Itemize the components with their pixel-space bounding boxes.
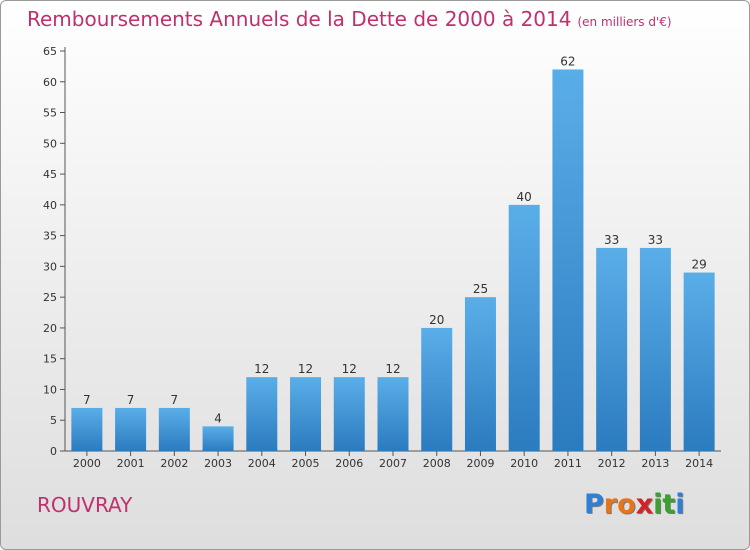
- bar-2007: [377, 377, 409, 451]
- bar-2003: [202, 426, 234, 451]
- data-label-2013: 33: [648, 233, 663, 247]
- bar-2000: [71, 407, 103, 451]
- commune-name: ROUVRAY: [37, 493, 133, 517]
- bar-2008: [421, 327, 453, 451]
- data-label-2006: 12: [342, 362, 357, 376]
- chart-title: Remboursements Annuels de la Dette de 20…: [27, 7, 672, 31]
- x-tick-label: 2001: [117, 457, 145, 470]
- y-tick-label: 45: [43, 168, 57, 181]
- x-tick-label: 2003: [204, 457, 232, 470]
- y-tick-label: 10: [43, 383, 57, 396]
- data-label-2012: 33: [604, 233, 619, 247]
- bar-2010: [508, 204, 540, 451]
- bar-2004: [246, 377, 278, 451]
- x-tick-label: 2007: [379, 457, 407, 470]
- y-tick-label: 0: [50, 445, 57, 458]
- chart-title-text: Remboursements Annuels de la Dette de 20…: [27, 7, 572, 31]
- bar-2002: [158, 407, 190, 451]
- x-tick-label: 2014: [685, 457, 713, 470]
- bar-2013: [639, 247, 671, 451]
- proxiti-logo: Proxiti: [584, 489, 685, 520]
- x-tick-label: 2004: [248, 457, 276, 470]
- data-label-2007: 12: [385, 362, 400, 376]
- x-tick-label: 2006: [335, 457, 363, 470]
- x-tick-label: 2013: [641, 457, 669, 470]
- bar-2001: [115, 407, 147, 451]
- x-tick-label: 2012: [598, 457, 626, 470]
- data-labels: 7 7 7 4 12 12 12 12 20 25 40 62 33 33 29: [83, 54, 707, 425]
- data-label-2010: 40: [517, 190, 532, 204]
- y-tick-label: 30: [43, 260, 57, 273]
- logo-letter: i: [675, 489, 685, 520]
- bar-2009: [464, 297, 496, 451]
- x-axis: 2000 2001 2002 2003 2004 2005 2006 2007 2008 2009…: [65, 450, 721, 470]
- y-tick-label: 55: [43, 107, 57, 120]
- x-tick-label: 2008: [423, 457, 451, 470]
- x-tick-label: 2009: [466, 457, 494, 470]
- bar-2012: [596, 247, 628, 451]
- logo-letter: o: [617, 489, 636, 520]
- bar-2006: [333, 377, 365, 451]
- x-tick-label: 2011: [554, 457, 582, 470]
- x-tick-label: 2002: [160, 457, 188, 470]
- logo-letter: i: [653, 489, 663, 520]
- data-label-2014: 29: [691, 258, 706, 272]
- bar-2014: [683, 272, 715, 451]
- data-label-2011: 62: [560, 54, 575, 68]
- logo-letter: P: [584, 489, 604, 520]
- data-label-2008: 20: [429, 313, 444, 327]
- data-label-2000: 7: [83, 393, 91, 407]
- logo-letter: t: [662, 489, 676, 520]
- logo-letter: x: [635, 489, 654, 520]
- data-label-2009: 25: [473, 282, 488, 296]
- y-tick-label: 40: [43, 199, 57, 212]
- y-axis: 0 5 10 15 20 25 30 35 40 45 50 55 60 65: [43, 45, 66, 458]
- bar-2005: [290, 377, 322, 451]
- chart-unit: (en milliers d'€): [577, 15, 672, 29]
- y-tick-label: 15: [43, 353, 57, 366]
- y-tick-label: 60: [43, 76, 57, 89]
- y-tick-label: 50: [43, 137, 57, 150]
- x-tick-label: 2005: [292, 457, 320, 470]
- data-label-2001: 7: [127, 393, 135, 407]
- bars: [71, 69, 715, 451]
- bar-2011: [552, 69, 584, 451]
- y-tick-label: 65: [43, 45, 57, 58]
- y-tick-label: 25: [43, 291, 57, 304]
- logo-letter: r: [603, 489, 618, 520]
- y-tick-label: 5: [50, 414, 57, 427]
- data-label-2004: 12: [254, 362, 269, 376]
- y-tick-label: 20: [43, 322, 57, 335]
- y-tick-label: 35: [43, 230, 57, 243]
- x-tick-label: 2000: [73, 457, 101, 470]
- data-label-2003: 4: [214, 411, 222, 425]
- data-label-2005: 12: [298, 362, 313, 376]
- data-label-2002: 7: [171, 393, 179, 407]
- x-tick-label: 2010: [510, 457, 538, 470]
